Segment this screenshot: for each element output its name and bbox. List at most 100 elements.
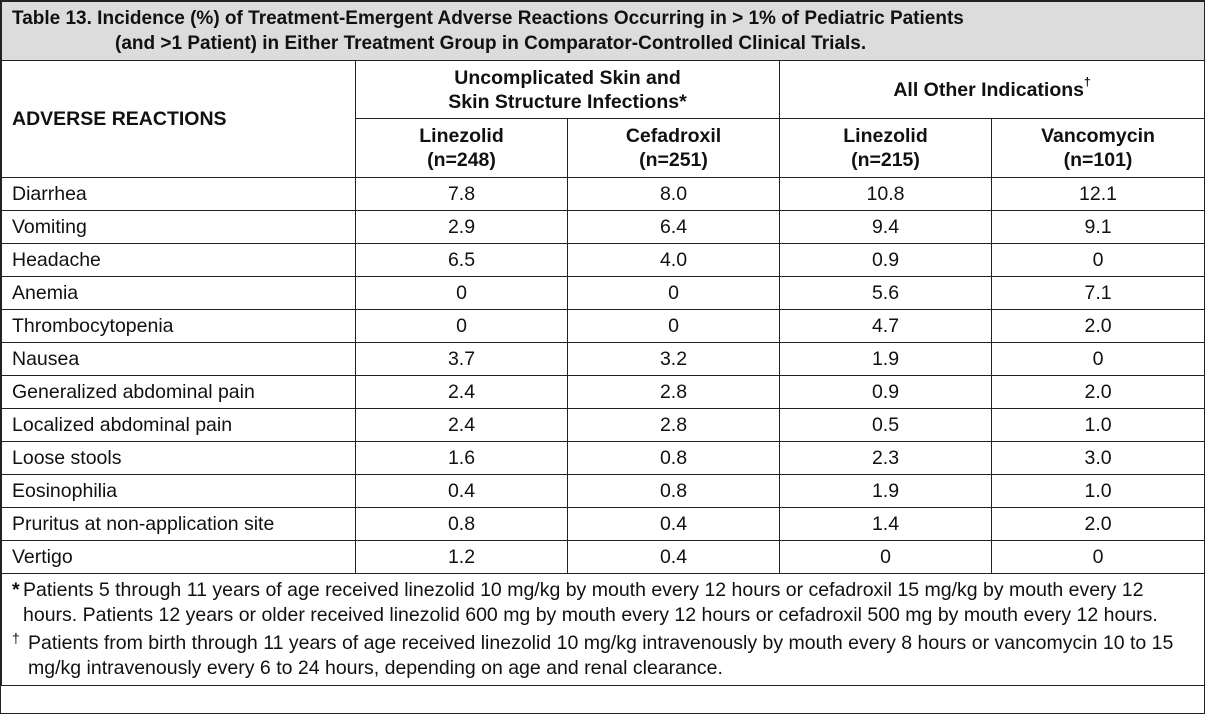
footnote-2-mark: † — [12, 630, 20, 646]
incidence-value: 3.2 — [567, 342, 780, 376]
column-header-1: Cefadroxil (n=251) — [567, 118, 780, 178]
incidence-value: 1.9 — [779, 474, 992, 508]
group2-label: All Other Indications — [893, 78, 1085, 101]
incidence-value: 6.4 — [567, 210, 780, 244]
footnote-1: * Patients 5 through 11 years of age rec… — [12, 578, 1194, 628]
reaction-name: Vertigo — [1, 540, 356, 574]
table-row: Pruritus at non-application site 0.8 0.4 1.… — [1, 507, 1205, 541]
incidence-value: 2.0 — [990, 309, 1205, 343]
incidence-value: 8.0 — [567, 177, 780, 211]
incidence-value: 5.6 — [779, 276, 992, 310]
incidence-value: 2.0 — [990, 507, 1205, 541]
incidence-value: 4.0 — [567, 243, 780, 277]
incidence-value: 0.4 — [567, 507, 780, 541]
group-header-skin-infections: Uncomplicated Skin and Skin Structure In… — [355, 60, 780, 119]
incidence-value: 0.8 — [567, 474, 780, 508]
incidence-value: 0.8 — [355, 507, 568, 541]
table-title-line1: Table 13. Incidence (%) of Treatment-Eme… — [12, 8, 964, 29]
incidence-value: 1.2 — [355, 540, 568, 574]
incidence-value: 0 — [355, 309, 568, 343]
column-n: (n=215) — [851, 149, 920, 171]
group1-line2: Skin Structure Infections* — [448, 90, 687, 113]
incidence-value: 2.3 — [779, 441, 992, 475]
incidence-value: 3.0 — [990, 441, 1205, 475]
reaction-name: Vomiting — [1, 210, 356, 244]
incidence-value: 0 — [567, 276, 780, 310]
incidence-value: 0.9 — [779, 243, 992, 277]
table-row: Eosinophilia 0.4 0.8 1.9 1.0 — [1, 474, 1205, 508]
incidence-value: 0 — [990, 342, 1205, 376]
footnote-1-mark: * — [12, 579, 20, 601]
incidence-value: 0.8 — [567, 441, 780, 475]
column-header-3: Vancomycin (n=101) — [990, 118, 1205, 178]
incidence-value: 0 — [990, 540, 1205, 574]
incidence-value: 4.7 — [779, 309, 992, 343]
column-header-2: Linezolid (n=215) — [779, 118, 992, 178]
incidence-value: 2.4 — [355, 408, 568, 442]
incidence-value: 0 — [990, 243, 1205, 277]
reaction-name: Nausea — [1, 342, 356, 376]
reaction-name: Headache — [1, 243, 356, 277]
table-row: Headache 6.5 4.0 0.9 0 — [1, 243, 1205, 277]
incidence-value: 2.8 — [567, 375, 780, 409]
group1-line1: Uncomplicated Skin and — [454, 66, 681, 89]
reaction-name: Diarrhea — [1, 177, 356, 211]
table-row: Loose stools 1.6 0.8 2.3 3.0 — [1, 441, 1205, 475]
reaction-name: Localized abdominal pain — [1, 408, 356, 442]
table-title-line2: (and >1 Patient) in Either Treatment Gro… — [115, 33, 867, 54]
incidence-value: 0 — [355, 276, 568, 310]
table-row: Generalized abdominal pain 2.4 2.8 0.9 2.0 — [1, 375, 1205, 409]
incidence-value: 0.4 — [355, 474, 568, 508]
incidence-value: 2.8 — [567, 408, 780, 442]
incidence-value: 3.7 — [355, 342, 568, 376]
column-name: Vancomycin — [1041, 125, 1155, 147]
reaction-name: Generalized abdominal pain — [1, 375, 356, 409]
incidence-value: 6.5 — [355, 243, 568, 277]
incidence-value: 1.0 — [990, 408, 1205, 442]
incidence-value: 12.1 — [990, 177, 1205, 211]
incidence-value: 2.9 — [355, 210, 568, 244]
incidence-value: 0 — [567, 309, 780, 343]
reaction-name: Thrombocytopenia — [1, 309, 356, 343]
incidence-value: 0.9 — [779, 375, 992, 409]
table-row: Thrombocytopenia 0 0 4.7 2.0 — [1, 309, 1205, 343]
table-row: Anemia 0 0 5.6 7.1 — [1, 276, 1205, 310]
column-header-0: Linezolid (n=248) — [355, 118, 568, 178]
reaction-name: Eosinophilia — [1, 474, 356, 508]
footnote-2: † Patients from birth through 11 years o… — [12, 630, 1194, 681]
incidence-value: 7.8 — [355, 177, 568, 211]
table-row: Localized abdominal pain 2.4 2.8 0.5 1.0 — [1, 408, 1205, 442]
column-n: (n=248) — [427, 149, 496, 171]
reaction-name: Anemia — [1, 276, 356, 310]
table-row: Diarrhea 7.8 8.0 10.8 12.1 — [1, 177, 1205, 211]
column-name: Linezolid — [843, 125, 928, 147]
incidence-value: 1.6 — [355, 441, 568, 475]
table-row: Vertigo 1.2 0.4 0 0 — [1, 540, 1205, 574]
column-name: Cefadroxil — [625, 125, 722, 147]
incidence-value: 9.1 — [990, 210, 1205, 244]
incidence-value: 7.1 — [990, 276, 1205, 310]
group-header-other-indications: All Other Indications† — [778, 60, 1205, 119]
column-n: (n=101) — [1063, 149, 1133, 171]
incidence-value: 0 — [779, 540, 992, 574]
adverse-reactions-table: Table 13. Incidence (%) of Treatment-Eme… — [0, 1, 1205, 686]
reaction-name: Pruritus at non-application site — [1, 507, 356, 541]
incidence-value: 10.8 — [779, 177, 992, 211]
incidence-value: 9.4 — [779, 210, 992, 244]
footnote-2-text: Patients from birth through 11 years of … — [28, 632, 1174, 679]
incidence-value: 2.0 — [990, 375, 1205, 409]
incidence-value: 0.5 — [779, 408, 992, 442]
incidence-value: 2.4 — [355, 375, 568, 409]
column-name: Linezolid — [419, 125, 504, 147]
column-n: (n=251) — [639, 149, 708, 171]
table-row: Vomiting 2.9 6.4 9.4 9.1 — [1, 210, 1205, 244]
table-title: Table 13. Incidence (%) of Treatment-Eme… — [0, 1, 1205, 61]
dagger-mark: † — [1084, 75, 1091, 89]
table-row: Nausea 3.7 3.2 1.9 0 — [1, 342, 1205, 376]
incidence-value: 1.9 — [779, 342, 992, 376]
incidence-value: 1.0 — [990, 474, 1205, 508]
incidence-value: 1.4 — [779, 507, 992, 541]
footnotes: * Patients 5 through 11 years of age rec… — [0, 573, 1205, 686]
incidence-value: 0.4 — [567, 540, 780, 574]
